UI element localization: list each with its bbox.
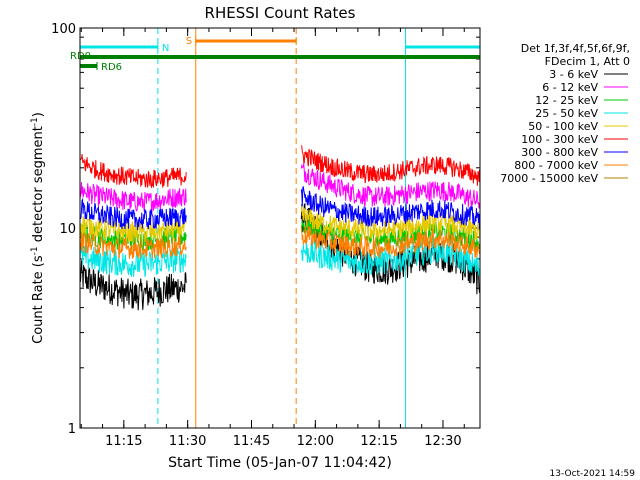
y-tick-label: 1 bbox=[68, 422, 76, 437]
x-tick-label: 11:30 bbox=[169, 434, 206, 449]
timestamp: 13-Oct-2021 14:59 bbox=[550, 469, 636, 479]
series-line bbox=[300, 237, 480, 276]
legend-label: 300 - 800 keV bbox=[521, 146, 598, 159]
legend-label: 100 - 300 keV bbox=[521, 133, 598, 146]
series-line bbox=[79, 182, 187, 213]
plot-area: 1 10 100 11:15 11:30 11:45 12:00 12:15 12:30 N S RD… bbox=[51, 22, 481, 449]
chart-title: RHESSI Count Rates bbox=[205, 4, 356, 22]
series-line bbox=[300, 145, 480, 186]
y-tick-label: 100 bbox=[51, 22, 76, 37]
flag-label: N bbox=[162, 43, 169, 54]
series-line bbox=[79, 260, 187, 311]
legend-header-2: FDecim 1, Att 0 bbox=[545, 55, 630, 68]
series-line bbox=[300, 225, 480, 259]
y-axis-label: Count Rate (s-1 detector segment-1) bbox=[30, 112, 46, 344]
legend-label: 50 - 100 keV bbox=[528, 120, 598, 133]
legend-label: 3 - 6 keV bbox=[549, 68, 598, 81]
flag-label: RD6 bbox=[101, 62, 122, 73]
x-tick-label: 11:45 bbox=[233, 434, 270, 449]
plot-frame bbox=[79, 27, 481, 429]
y-tick-label: 10 bbox=[59, 222, 76, 237]
legend-label: 800 - 7000 keV bbox=[514, 159, 598, 172]
x-tick-label: 12:30 bbox=[424, 434, 461, 449]
legend-label: 7000 - 15000 keV bbox=[500, 172, 598, 185]
x-tick-label: 12:00 bbox=[297, 434, 334, 449]
legend-label: 25 - 50 keV bbox=[535, 107, 598, 120]
series-line bbox=[79, 245, 187, 278]
series-line bbox=[300, 215, 480, 252]
flag-label: RD0 bbox=[70, 51, 91, 62]
legend-header-1: Det 1f,3f,4f,5f,6f,9f, bbox=[521, 42, 630, 55]
series-line bbox=[300, 186, 480, 230]
x-axis-label: Start Time (05-Jan-07 11:04:42) bbox=[168, 455, 392, 471]
legend-label: 12 - 25 keV bbox=[535, 94, 598, 107]
series-line bbox=[300, 163, 480, 209]
series-line bbox=[79, 232, 187, 259]
legend-label: 6 - 12 keV bbox=[542, 81, 598, 94]
x-tick-label: 11:15 bbox=[105, 434, 142, 449]
x-tick-label: 12:15 bbox=[360, 434, 397, 449]
series-line bbox=[300, 205, 480, 241]
series-line bbox=[79, 154, 187, 188]
series-line bbox=[79, 197, 187, 231]
flag-label: S bbox=[186, 36, 192, 47]
